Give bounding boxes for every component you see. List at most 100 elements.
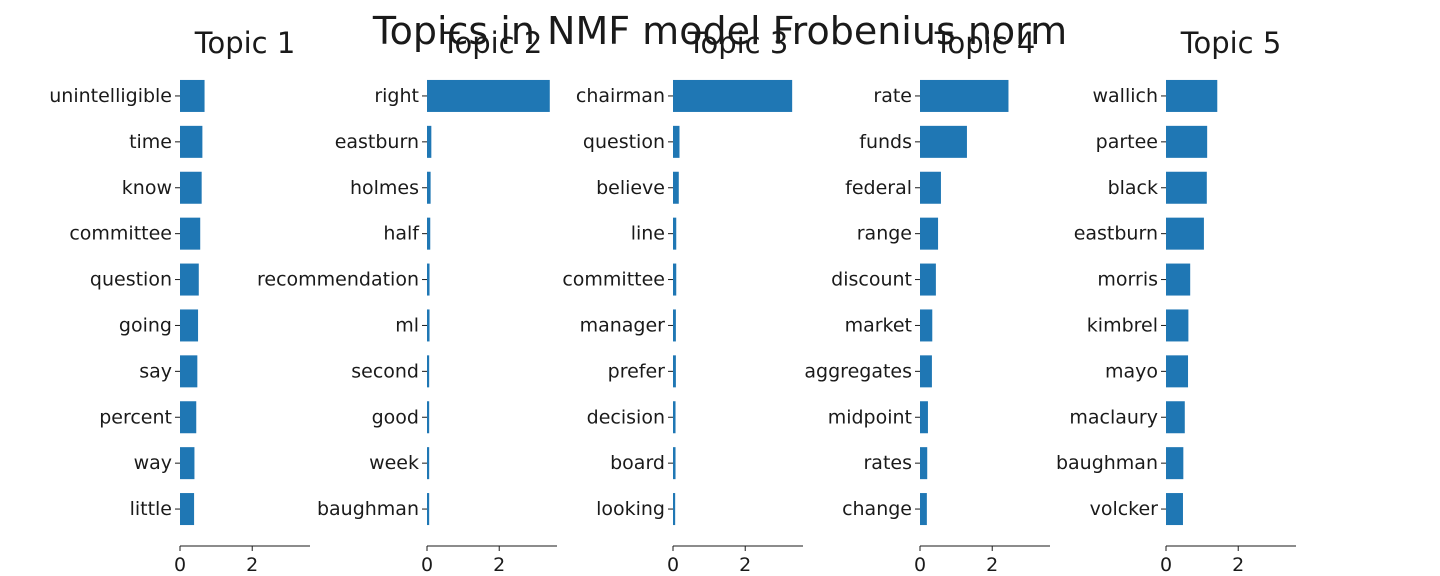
bar bbox=[920, 171, 941, 204]
category-label: second bbox=[351, 360, 419, 382]
category-label: mayo bbox=[1105, 360, 1158, 382]
category-label: prefer bbox=[608, 360, 666, 382]
bar bbox=[673, 401, 676, 434]
category-label: say bbox=[139, 360, 172, 382]
bar bbox=[427, 447, 430, 480]
bar bbox=[673, 125, 680, 158]
category-label: volcker bbox=[1090, 498, 1159, 520]
bar bbox=[180, 263, 199, 296]
category-label: market bbox=[845, 314, 912, 336]
bar bbox=[427, 217, 431, 250]
category-label: right bbox=[374, 85, 419, 107]
x-tick-label: 0 bbox=[174, 554, 186, 576]
category-label: way bbox=[134, 452, 172, 474]
bar bbox=[920, 263, 936, 296]
bar bbox=[180, 309, 199, 342]
bar bbox=[920, 79, 1009, 112]
category-label: question bbox=[90, 269, 172, 291]
bar bbox=[673, 79, 793, 112]
category-label: percent bbox=[99, 406, 172, 428]
bar bbox=[180, 355, 198, 388]
category-label: maclaury bbox=[1069, 406, 1158, 428]
category-label: week bbox=[369, 452, 419, 474]
bar bbox=[1166, 401, 1185, 434]
category-label: rates bbox=[864, 452, 913, 474]
category-label: chairman bbox=[576, 85, 665, 107]
category-label: change bbox=[842, 498, 912, 520]
category-label: ml bbox=[395, 314, 419, 336]
panel-title: Topic 4 bbox=[934, 26, 1036, 60]
bar bbox=[1166, 217, 1204, 250]
category-label: federal bbox=[845, 177, 912, 199]
category-label: eastburn bbox=[1074, 223, 1158, 245]
category-label: recommendation bbox=[257, 269, 419, 291]
topic-panel-2: Topic 2 right eastburn holmes half recommenda… bbox=[257, 26, 557, 576]
category-label: question bbox=[583, 131, 665, 153]
bar bbox=[673, 355, 676, 388]
x-tick-label: 0 bbox=[667, 554, 679, 576]
category-label: wallich bbox=[1092, 85, 1158, 107]
category-label: funds bbox=[859, 131, 912, 153]
bar bbox=[1166, 493, 1183, 526]
x-tick-label: 2 bbox=[986, 554, 998, 576]
panel-title: Topic 5 bbox=[1180, 26, 1282, 60]
bar bbox=[920, 401, 928, 434]
bar bbox=[673, 447, 676, 480]
bar bbox=[180, 171, 202, 204]
x-tick-label: 0 bbox=[421, 554, 433, 576]
bar bbox=[1166, 355, 1189, 388]
category-label: eastburn bbox=[335, 131, 419, 153]
bar bbox=[180, 493, 195, 526]
bar bbox=[180, 447, 195, 480]
category-label: board bbox=[610, 452, 665, 474]
topic-panel-4: Topic 4 rate funds federal range discount mark… bbox=[804, 26, 1050, 576]
category-label: good bbox=[372, 406, 419, 428]
bar bbox=[1166, 171, 1207, 204]
bar bbox=[673, 493, 676, 526]
bar bbox=[180, 125, 203, 158]
category-label: know bbox=[122, 177, 172, 199]
bar bbox=[920, 493, 927, 526]
bar bbox=[920, 447, 928, 480]
topic-panel-3: Topic 3 chairman question believe line commit… bbox=[562, 26, 803, 576]
x-tick-label: 0 bbox=[914, 554, 926, 576]
bar bbox=[1166, 263, 1191, 296]
topic-panels: Topic 1 unintelligible time know committee qu… bbox=[49, 26, 1296, 576]
x-tick-label: 2 bbox=[1232, 554, 1244, 576]
category-label: rate bbox=[873, 85, 912, 107]
panel-title: Topic 3 bbox=[687, 26, 789, 60]
bar bbox=[1166, 79, 1218, 112]
category-label: baughman bbox=[317, 498, 419, 520]
bar bbox=[180, 79, 205, 112]
category-label: aggregates bbox=[804, 360, 912, 382]
category-label: morris bbox=[1097, 269, 1158, 291]
bar bbox=[180, 401, 197, 434]
category-label: half bbox=[383, 223, 420, 245]
bar bbox=[920, 217, 939, 250]
category-label: unintelligible bbox=[49, 85, 172, 107]
category-label: partee bbox=[1096, 131, 1158, 153]
bar bbox=[1166, 125, 1208, 158]
category-label: range bbox=[857, 223, 912, 245]
bar bbox=[920, 355, 932, 388]
panel-title: Topic 1 bbox=[194, 26, 296, 60]
bar bbox=[427, 125, 432, 158]
x-tick-label: 0 bbox=[1160, 554, 1172, 576]
bar bbox=[427, 493, 430, 526]
category-label: believe bbox=[596, 177, 665, 199]
category-label: midpoint bbox=[828, 406, 912, 428]
bar bbox=[1166, 447, 1184, 480]
topic-panel-1: Topic 1 unintelligible time know committee qu… bbox=[49, 26, 310, 576]
bar bbox=[920, 309, 933, 342]
bar bbox=[673, 217, 677, 250]
category-label: committee bbox=[562, 269, 665, 291]
bar bbox=[427, 263, 430, 296]
figure-title: Topics in NMF model Frobenius norm bbox=[372, 9, 1067, 53]
category-label: line bbox=[631, 223, 665, 245]
category-label: manager bbox=[580, 314, 666, 336]
bar bbox=[427, 171, 431, 204]
bar bbox=[427, 401, 430, 434]
bar bbox=[673, 171, 679, 204]
bar bbox=[427, 355, 430, 388]
